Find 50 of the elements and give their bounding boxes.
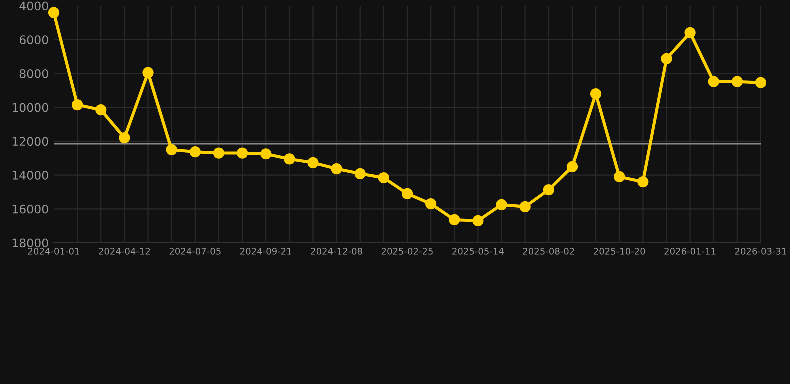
y-tick-label: 8000 (20, 69, 48, 78)
x-tick-label: 2025-05-14 (452, 248, 504, 255)
point (566, 161, 578, 173)
point (213, 148, 225, 159)
point (472, 215, 484, 227)
point (96, 104, 107, 116)
point (708, 76, 720, 88)
point (308, 157, 319, 168)
y-tick-label: 14000 (12, 171, 48, 180)
point (190, 146, 201, 158)
x-tick-label: 2025-08-02 (523, 248, 574, 255)
x-tick-label: 2026-01-11 (664, 248, 716, 255)
point (284, 154, 296, 165)
x-tick-label: 2024-04-12 (99, 248, 150, 255)
y-tick-label: 16000 (12, 204, 48, 214)
point (755, 77, 767, 88)
y-tick-label: 18000 (12, 238, 48, 248)
point (402, 188, 414, 200)
point (543, 184, 554, 196)
y-tick-label: 12000 (12, 137, 48, 146)
x-tick-label: 2026-03-31 (735, 248, 786, 255)
point (354, 168, 366, 180)
x-tick-label: 2024-09-21 (240, 248, 292, 255)
y-tick-label: 10000 (12, 103, 48, 112)
point (236, 148, 248, 159)
x-tick-label: 2024-01-01 (28, 248, 80, 255)
x-tick-label: 2025-10-20 (594, 248, 646, 255)
point (119, 132, 130, 144)
point (166, 144, 178, 156)
point (590, 88, 602, 100)
y-tick-label: 6000 (20, 36, 48, 45)
x-tick-label: 2024-07-05 (170, 248, 221, 255)
point (614, 171, 626, 183)
point (520, 201, 531, 212)
point (638, 176, 649, 188)
point (260, 148, 272, 160)
point (378, 172, 390, 184)
x-tick-label: 2024-12-08 (311, 248, 362, 255)
point (684, 27, 696, 38)
point (732, 76, 743, 88)
point (426, 198, 437, 210)
point (142, 67, 154, 78)
point (449, 214, 460, 226)
point (496, 199, 508, 210)
y-tick-label: 4000 (20, 2, 48, 11)
point (72, 99, 84, 111)
point (661, 53, 672, 65)
point (331, 163, 342, 175)
x-tick-label: 2025-02-25 (382, 248, 433, 255)
point (48, 7, 60, 18)
